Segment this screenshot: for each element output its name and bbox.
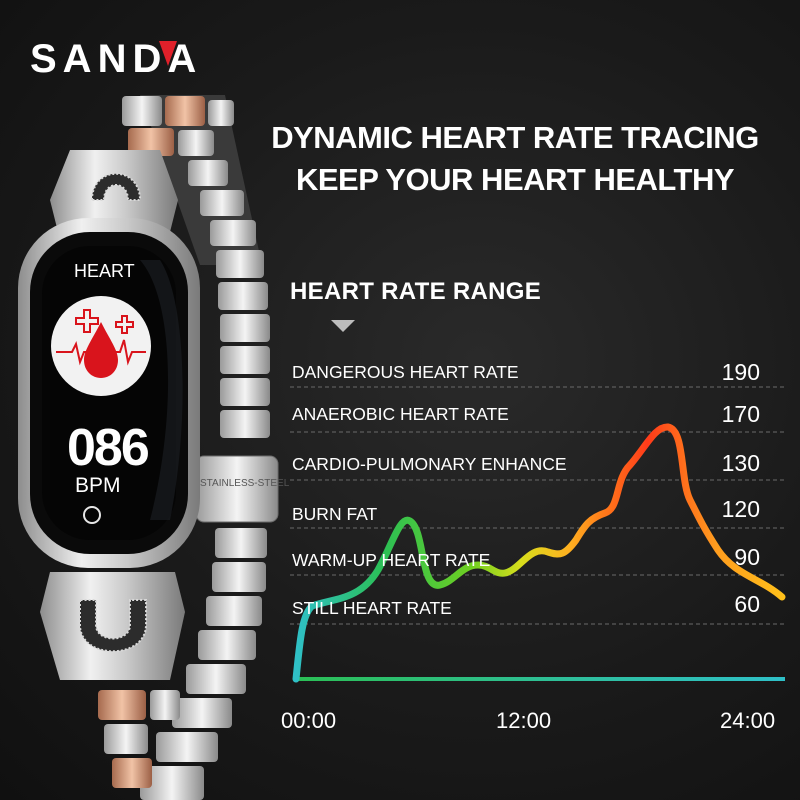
zone-label: CARDIO-PULMONARY ENHANCE (292, 454, 567, 474)
zone-value: 120 (721, 496, 760, 522)
logo-accent-icon (159, 41, 177, 66)
watch-screen-title: HEART (74, 261, 135, 281)
heart-rate-curve (292, 423, 786, 683)
x-tick-label: 12:00 (496, 708, 552, 733)
band-clasp: STAINLESS-STEEL (195, 455, 290, 523)
smartwatch: STAINLESS-STEEL (18, 95, 290, 800)
headline-line-1: DYNAMIC HEART RATE TRACING (271, 120, 759, 155)
zone-value: 170 (721, 401, 760, 427)
zone-label: ANAEROBIC HEART RATE (292, 404, 509, 424)
zone-label: STILL HEART RATE (292, 598, 452, 618)
zone-value: 130 (721, 450, 760, 476)
x-tick-label: 00:00 (281, 708, 337, 733)
home-button-icon (83, 506, 101, 524)
down-arrow-icon (331, 320, 355, 332)
upper-lug (50, 150, 178, 232)
zone-label: WARM-UP HEART RATE (292, 550, 491, 570)
range-title: HEART RATE RANGE (290, 278, 542, 305)
upper-band (122, 95, 270, 438)
zone-value: 60 (734, 591, 760, 617)
clasp-text: STAINLESS-STEEL (200, 478, 290, 489)
zone-label: DANGEROUS HEART RATE (292, 362, 519, 382)
zone-value: 190 (721, 359, 760, 385)
zone-value: 90 (734, 544, 760, 570)
lower-band (98, 528, 267, 800)
watch-bpm-value: 086 (67, 419, 150, 477)
heart-rate-icon (51, 296, 151, 396)
headline-line-2: KEEP YOUR HEART HEALTHY (295, 162, 735, 197)
brand-logo: SANDA (30, 36, 280, 85)
x-tick-label: 24:00 (720, 708, 776, 733)
zone-label: BURN FAT (292, 504, 378, 524)
watch-bpm-unit: BPM (75, 474, 121, 497)
lower-lug (40, 572, 185, 680)
